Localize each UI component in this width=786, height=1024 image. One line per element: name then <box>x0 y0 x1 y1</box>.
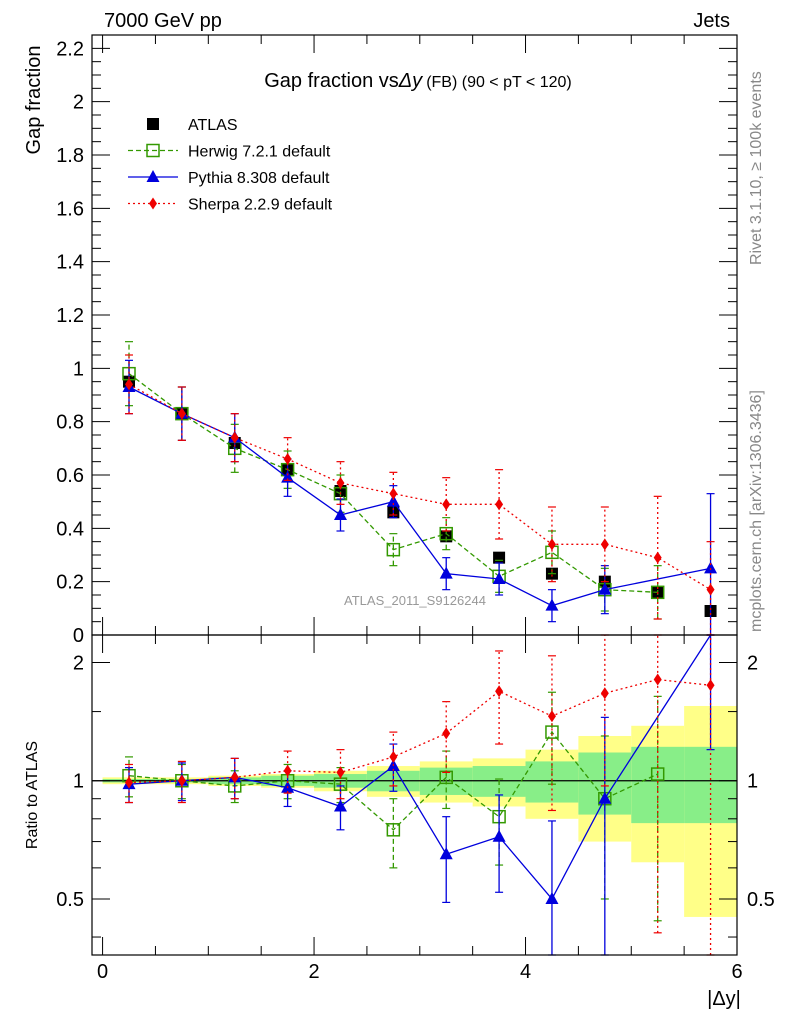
main-y-tick-label: 0.2 <box>56 572 84 594</box>
ratio-point-pythia <box>492 829 506 842</box>
main-point-herwig <box>439 526 453 541</box>
ratio-y-tick-label-right: 1 <box>747 771 758 793</box>
main-point-pythia <box>492 572 506 584</box>
main-y-tick-label: 2.2 <box>56 38 84 60</box>
main-point-pythia <box>598 582 612 595</box>
legend-marker-herwig <box>146 143 160 158</box>
ratio-point-sherpa <box>547 710 556 723</box>
main-y-tick-label: 1 <box>73 358 84 380</box>
ratio-point-herwig <box>545 725 559 739</box>
ratio-point-sherpa <box>125 776 134 789</box>
main-series-herwig <box>122 341 665 620</box>
x-tick-label: 6 <box>731 961 742 983</box>
main-title: Gap fraction vsΔy (FB) (90 < pT < 120) <box>264 70 571 92</box>
ratio-panel: 0.5 0.5 1 1 2 2 0 2 4 6 Ratio to ATLAS |Δy| <box>24 634 775 1010</box>
main-panel: 0 0.2 0.4 0.6 0.8 1 1.2 1.4 1.6 1.8 2 2.2 Gap fract… <box>23 34 738 647</box>
ratio-point-pythia <box>333 799 347 812</box>
main-line-sherpa <box>128 383 711 591</box>
main-y-tick-label: 1.4 <box>56 252 84 274</box>
main-point-pythia <box>281 470 295 483</box>
main-point-pythia <box>704 561 718 574</box>
ratio-y-tick-label-left: 1 <box>73 771 84 793</box>
main-y-tick-label: 2 <box>73 92 84 114</box>
ratio-point-herwig <box>386 823 401 837</box>
main-series-data <box>123 375 717 617</box>
main-point-sherpa <box>495 498 504 511</box>
main-point-sherpa <box>336 477 345 489</box>
main-point-sherpa <box>547 538 556 551</box>
ratio-panel-frame <box>91 634 738 956</box>
x-tick-label: 4 <box>520 961 531 983</box>
main-y-tick-label: 1.6 <box>56 198 84 220</box>
ratio-point-sherpa <box>706 679 715 692</box>
ratio-point-pythia <box>545 891 559 904</box>
process-label: Jets <box>693 10 730 32</box>
rivet-label: Rivet 3.1.10, ≥ 100k events <box>748 71 765 265</box>
ratio-point-herwig <box>650 767 665 781</box>
ratio-y-axis-label: Ratio to ATLAS <box>24 741 41 849</box>
main-y-tick-label: 0.8 <box>56 412 84 434</box>
ratio-point-sherpa <box>177 774 186 787</box>
ratio-series-sherpa <box>125 634 715 956</box>
ratio-point-pythia <box>598 791 612 804</box>
legend: ATLAS Herwig 7.2.1 default Pythia 8.308 de… <box>128 117 333 214</box>
main-point-pythia <box>439 566 453 579</box>
main-series-sherpa <box>125 354 715 636</box>
ratio-point-sherpa <box>600 687 609 700</box>
x-tick-label: 2 <box>308 961 319 983</box>
legend-label-sherpa: Sherpa 2.2.9 default <box>188 197 333 214</box>
legend-marker-sherpa <box>149 197 157 210</box>
main-y-tick-label: 0 <box>73 625 84 647</box>
legend-label-data: ATLAS <box>188 117 238 134</box>
ratio-y-tick-label-right: 2 <box>747 653 758 675</box>
main-point-sherpa <box>177 407 186 420</box>
legend-label-pythia: Pythia 8.308 default <box>188 170 330 187</box>
ratio-point-sherpa <box>442 727 451 740</box>
main-y-tick-label: 1.2 <box>56 305 84 327</box>
main-point-pythia <box>545 598 559 611</box>
main-series-pythia <box>122 359 718 636</box>
main-y-tick-label: 0.4 <box>56 518 84 540</box>
ratio-line-sherpa <box>128 678 711 784</box>
ratio-y-tick-label-left: 2 <box>73 653 84 675</box>
main-point-sherpa <box>230 431 239 444</box>
mcplots-label: mcplots.cern.ch [arXiv:1306.3436] <box>748 390 765 632</box>
main-point-sherpa <box>283 453 292 465</box>
x-axis-label: |Δy| <box>707 988 741 1010</box>
legend-marker-pythia <box>146 170 160 182</box>
main-line-pythia <box>128 386 711 607</box>
main-point-pythia <box>386 494 400 507</box>
energy-label: 7000 GeV pp <box>104 10 222 32</box>
analysis-watermark: ATLAS_2011_S9126244 <box>344 593 486 608</box>
main-point-data <box>493 551 506 564</box>
ratio-point-sherpa <box>283 764 292 777</box>
main-point-pythia <box>333 508 347 520</box>
main-point-sherpa <box>706 583 715 596</box>
legend-label-herwig: Herwig 7.2.1 default <box>188 144 331 161</box>
x-tick-label: 0 <box>97 961 108 983</box>
ratio-point-sherpa <box>230 771 239 784</box>
main-point-herwig <box>386 542 401 557</box>
main-point-sherpa <box>653 551 662 564</box>
ratio-point-pythia <box>439 847 453 860</box>
ratio-point-sherpa <box>389 750 398 763</box>
ratio-y-tick-label-left: 0.5 <box>56 889 84 911</box>
main-y-tick-label: 0.6 <box>56 465 84 487</box>
ratio-y-tick-label-right: 0.5 <box>747 889 775 911</box>
legend-marker-data <box>147 118 159 130</box>
ratio-point-sherpa <box>653 673 662 686</box>
main-point-sherpa <box>442 498 451 511</box>
ratio-line-herwig <box>128 730 658 831</box>
main-point-sherpa <box>125 378 134 391</box>
main-y-axis-label: Gap fraction <box>23 46 45 155</box>
main-point-sherpa <box>389 487 398 500</box>
ratio-point-sherpa <box>336 766 345 779</box>
ratio-point-sherpa <box>495 685 504 698</box>
main-point-sherpa <box>600 538 609 551</box>
main-y-tick-label: 1.8 <box>56 145 84 167</box>
